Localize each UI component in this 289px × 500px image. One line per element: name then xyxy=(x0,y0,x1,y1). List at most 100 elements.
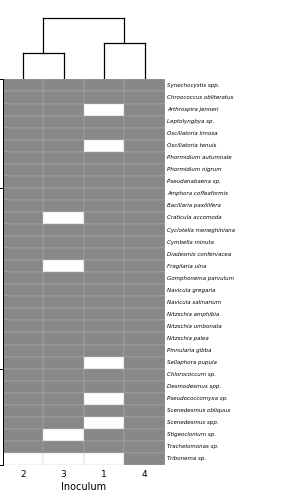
Bar xyxy=(3,80,43,92)
Bar xyxy=(3,212,43,224)
Bar xyxy=(84,320,124,332)
Bar xyxy=(3,200,43,212)
Bar xyxy=(43,296,84,308)
Bar xyxy=(84,224,124,236)
Bar xyxy=(43,164,84,176)
Bar xyxy=(124,200,165,212)
Bar xyxy=(43,368,84,380)
Bar xyxy=(43,453,84,465)
Bar xyxy=(43,92,84,104)
Bar xyxy=(84,80,124,92)
Bar xyxy=(84,140,124,151)
Bar xyxy=(124,176,165,188)
Bar xyxy=(3,260,43,272)
Bar xyxy=(3,272,43,284)
Bar xyxy=(43,104,84,116)
Bar xyxy=(84,284,124,296)
Bar xyxy=(43,272,84,284)
Bar xyxy=(84,236,124,248)
Bar xyxy=(124,392,165,405)
Bar xyxy=(43,344,84,356)
Bar xyxy=(124,284,165,296)
Bar xyxy=(43,128,84,140)
Bar xyxy=(124,441,165,453)
Bar xyxy=(3,344,43,356)
Bar xyxy=(43,320,84,332)
Bar xyxy=(84,200,124,212)
Bar xyxy=(43,380,84,392)
Bar xyxy=(84,453,124,465)
Bar xyxy=(3,308,43,320)
Bar xyxy=(3,380,43,392)
Bar xyxy=(3,320,43,332)
Bar xyxy=(3,140,43,151)
Bar xyxy=(43,429,84,441)
Bar xyxy=(43,392,84,405)
Bar xyxy=(84,272,124,284)
Bar xyxy=(3,296,43,308)
Bar xyxy=(3,453,43,465)
Bar xyxy=(43,332,84,344)
Bar xyxy=(3,92,43,104)
Bar xyxy=(124,344,165,356)
Bar xyxy=(84,429,124,441)
Bar xyxy=(84,417,124,429)
Bar xyxy=(43,441,84,453)
Bar xyxy=(124,140,165,151)
Bar xyxy=(43,152,84,164)
Bar xyxy=(84,296,124,308)
Bar xyxy=(3,356,43,368)
Bar xyxy=(43,236,84,248)
Bar xyxy=(124,429,165,441)
Bar xyxy=(124,164,165,176)
Bar xyxy=(124,405,165,417)
Bar xyxy=(43,284,84,296)
Bar xyxy=(124,224,165,236)
Bar xyxy=(84,176,124,188)
Bar xyxy=(3,104,43,116)
Bar xyxy=(43,80,84,92)
Bar xyxy=(124,356,165,368)
Bar xyxy=(43,140,84,151)
Bar xyxy=(3,176,43,188)
Bar xyxy=(84,392,124,405)
Bar xyxy=(84,368,124,380)
Bar xyxy=(3,405,43,417)
Bar xyxy=(43,224,84,236)
Bar xyxy=(124,272,165,284)
Bar xyxy=(124,296,165,308)
Bar xyxy=(124,248,165,260)
Bar xyxy=(84,332,124,344)
Bar xyxy=(3,392,43,405)
Bar xyxy=(3,164,43,176)
Bar xyxy=(124,188,165,200)
Bar xyxy=(3,417,43,429)
Bar xyxy=(124,380,165,392)
Bar xyxy=(124,368,165,380)
Bar xyxy=(124,332,165,344)
Bar xyxy=(43,188,84,200)
Bar xyxy=(124,116,165,128)
Bar xyxy=(3,188,43,200)
Bar xyxy=(84,116,124,128)
Bar xyxy=(43,200,84,212)
Bar xyxy=(3,284,43,296)
Bar xyxy=(84,380,124,392)
Bar xyxy=(3,116,43,128)
Bar xyxy=(3,429,43,441)
Bar xyxy=(43,308,84,320)
Bar xyxy=(3,441,43,453)
Bar xyxy=(124,128,165,140)
Bar xyxy=(124,308,165,320)
Bar xyxy=(3,224,43,236)
Bar xyxy=(84,92,124,104)
Bar xyxy=(84,164,124,176)
Bar xyxy=(3,368,43,380)
Bar xyxy=(3,332,43,344)
Bar xyxy=(124,92,165,104)
Bar xyxy=(43,260,84,272)
Bar xyxy=(124,104,165,116)
Bar xyxy=(43,417,84,429)
Bar xyxy=(84,152,124,164)
Bar xyxy=(124,80,165,92)
